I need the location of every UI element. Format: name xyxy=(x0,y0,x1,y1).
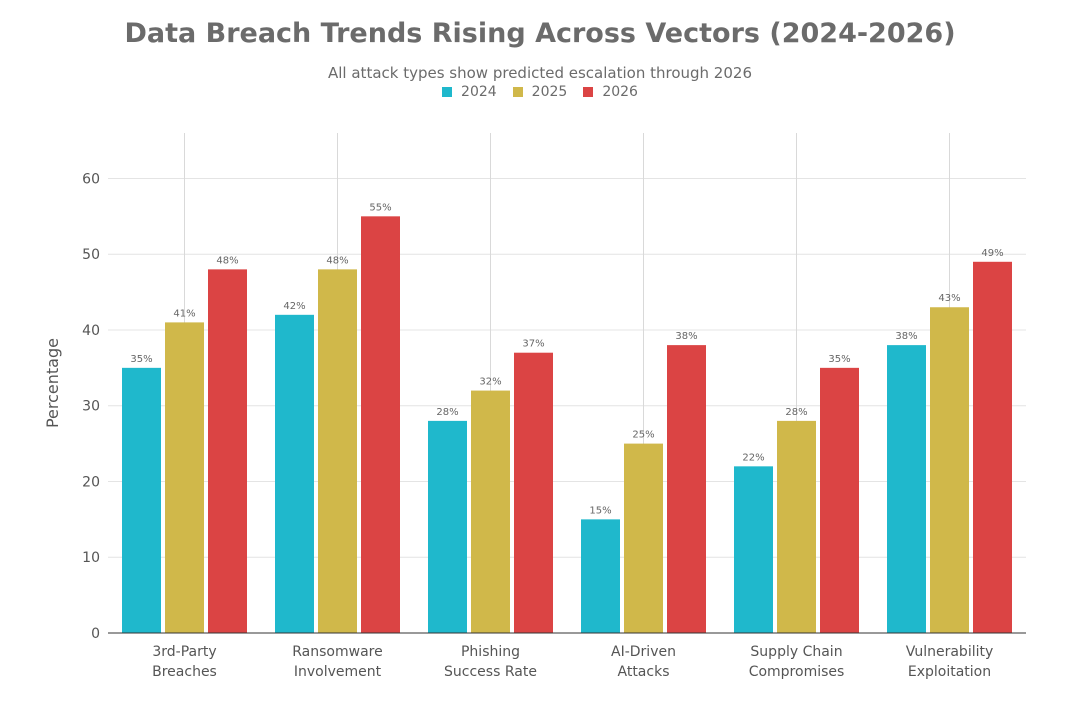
bar-value-label: 35% xyxy=(130,354,152,365)
x-category-label: Vulnerability xyxy=(906,644,994,660)
bar-value-label: 55% xyxy=(369,202,391,213)
bar-2026 xyxy=(973,261,1012,633)
bar-value-label: 15% xyxy=(589,505,611,516)
bar-value-label: 38% xyxy=(675,331,697,342)
bar-2024 xyxy=(428,420,467,633)
bar-value-label: 42% xyxy=(283,301,305,312)
y-tick-label: 60 xyxy=(82,171,100,187)
chart-title: Data Breach Trends Rising Across Vectors… xyxy=(124,18,956,49)
legend-item-2025[interactable]: 2025 xyxy=(512,84,568,100)
legend-label-2025: 2025 xyxy=(531,84,568,100)
bar-value-label: 43% xyxy=(938,293,960,304)
bar-2025 xyxy=(777,420,816,633)
x-category-label: Breaches xyxy=(152,664,217,680)
bar-value-label: 49% xyxy=(981,248,1003,259)
bar-2024 xyxy=(275,314,314,633)
x-category-label: Supply Chain xyxy=(750,644,842,660)
y-tick-label: 50 xyxy=(82,247,100,263)
legend-label-2024: 2024 xyxy=(461,84,497,100)
bar-2025 xyxy=(471,390,510,633)
bar-value-label: 32% xyxy=(479,377,501,388)
chart-subtitle: All attack types show predicted escalati… xyxy=(328,64,752,82)
y-tick-label: 10 xyxy=(82,550,100,566)
bar-2026 xyxy=(514,352,553,633)
x-category-label: AI-Driven xyxy=(611,644,676,660)
bar-value-label: 38% xyxy=(895,331,917,342)
bar-2025 xyxy=(930,307,969,633)
x-category-label: Success Rate xyxy=(444,664,537,680)
legend-swatch-2024 xyxy=(442,87,453,97)
legend-item-2026[interactable]: 2026 xyxy=(583,84,638,100)
bar-2026 xyxy=(361,216,400,634)
bar-2024 xyxy=(581,519,620,633)
x-category-label: Attacks xyxy=(618,664,670,680)
legend-label-2026: 2026 xyxy=(602,84,638,100)
bar-2025 xyxy=(624,443,663,633)
x-category-label: Compromises xyxy=(749,664,845,680)
legend-swatch-2026 xyxy=(583,87,594,97)
legend: 2024 2025 2026 xyxy=(0,84,1080,100)
bar-2026 xyxy=(820,367,859,633)
bar-value-label: 35% xyxy=(828,354,850,365)
bar-value-label: 28% xyxy=(436,407,458,418)
bar-2025 xyxy=(318,269,357,633)
x-category-label: Ransomware xyxy=(292,644,382,660)
y-tick-label: 40 xyxy=(82,323,100,339)
bar-2024 xyxy=(734,466,773,633)
bar-value-label: 41% xyxy=(173,308,195,319)
x-category-label: 3rd-Party xyxy=(152,644,216,660)
bar-value-label: 28% xyxy=(785,407,807,418)
bar-2024 xyxy=(887,345,926,633)
x-category-label: Exploitation xyxy=(908,664,991,680)
x-category-label: Phishing xyxy=(461,644,520,660)
x-category-label: Involvement xyxy=(294,664,382,680)
y-tick-label: 20 xyxy=(82,474,100,490)
legend-swatch-2025 xyxy=(512,87,523,97)
y-tick-label: 30 xyxy=(82,399,100,415)
bar-value-label: 25% xyxy=(632,430,654,441)
bar-2025 xyxy=(165,322,204,633)
bar-value-label: 37% xyxy=(522,339,544,350)
bar-value-label: 48% xyxy=(326,255,348,266)
bar-2024 xyxy=(122,367,161,633)
y-tick-label: 0 xyxy=(91,626,100,642)
legend-item-2024[interactable]: 2024 xyxy=(442,84,497,100)
bar-value-label: 48% xyxy=(216,255,238,266)
bar-2026 xyxy=(208,269,247,633)
bar-2026 xyxy=(667,345,706,633)
y-axis-title: Percentage xyxy=(43,338,62,428)
bar-value-label: 22% xyxy=(742,452,764,463)
